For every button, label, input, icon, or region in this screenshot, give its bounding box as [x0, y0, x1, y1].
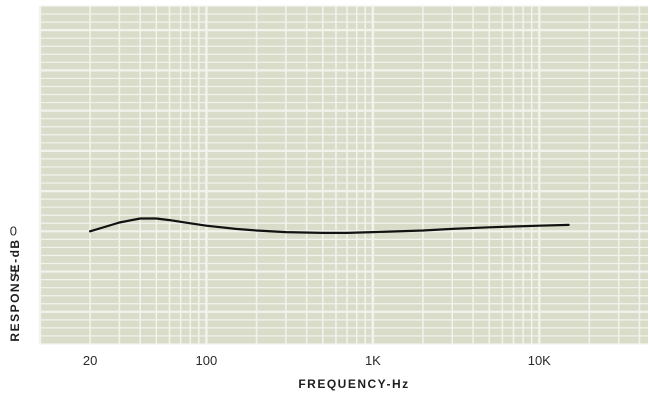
data-point [284, 231, 287, 234]
y-tick-label: 0 [10, 223, 17, 238]
data-point [567, 224, 570, 226]
tick-labels: 20 100 1K 10K 0 5 [10, 223, 551, 368]
data-point [105, 225, 108, 228]
data-point [155, 217, 158, 220]
data-point [372, 231, 374, 234]
data-point [234, 228, 237, 230]
data-point [205, 224, 208, 227]
data-point [538, 224, 541, 227]
response-curve [89, 217, 570, 234]
data-point [422, 229, 424, 232]
data-point [118, 221, 121, 224]
data-point [89, 230, 91, 233]
series-layer [89, 217, 570, 234]
data-point [139, 217, 142, 220]
x-tick-label: 10K [528, 353, 551, 368]
data-point [255, 229, 258, 232]
grid [38, 5, 648, 345]
data-point [346, 232, 348, 234]
x-tick-label: 100 [196, 353, 218, 368]
y-axis-title: RESPONSE-dB [8, 238, 22, 341]
data-point [488, 226, 491, 229]
data-point [512, 225, 515, 228]
x-tick-label: 1K [365, 353, 381, 368]
x-tick-label: 20 [83, 353, 97, 368]
y-tick-label: 5 [10, 264, 17, 279]
data-point [168, 219, 171, 222]
data-point [321, 232, 324, 234]
x-axis-title: FREQUENCY-Hz [298, 377, 409, 391]
data-point [189, 222, 192, 225]
data-point [451, 228, 454, 230]
